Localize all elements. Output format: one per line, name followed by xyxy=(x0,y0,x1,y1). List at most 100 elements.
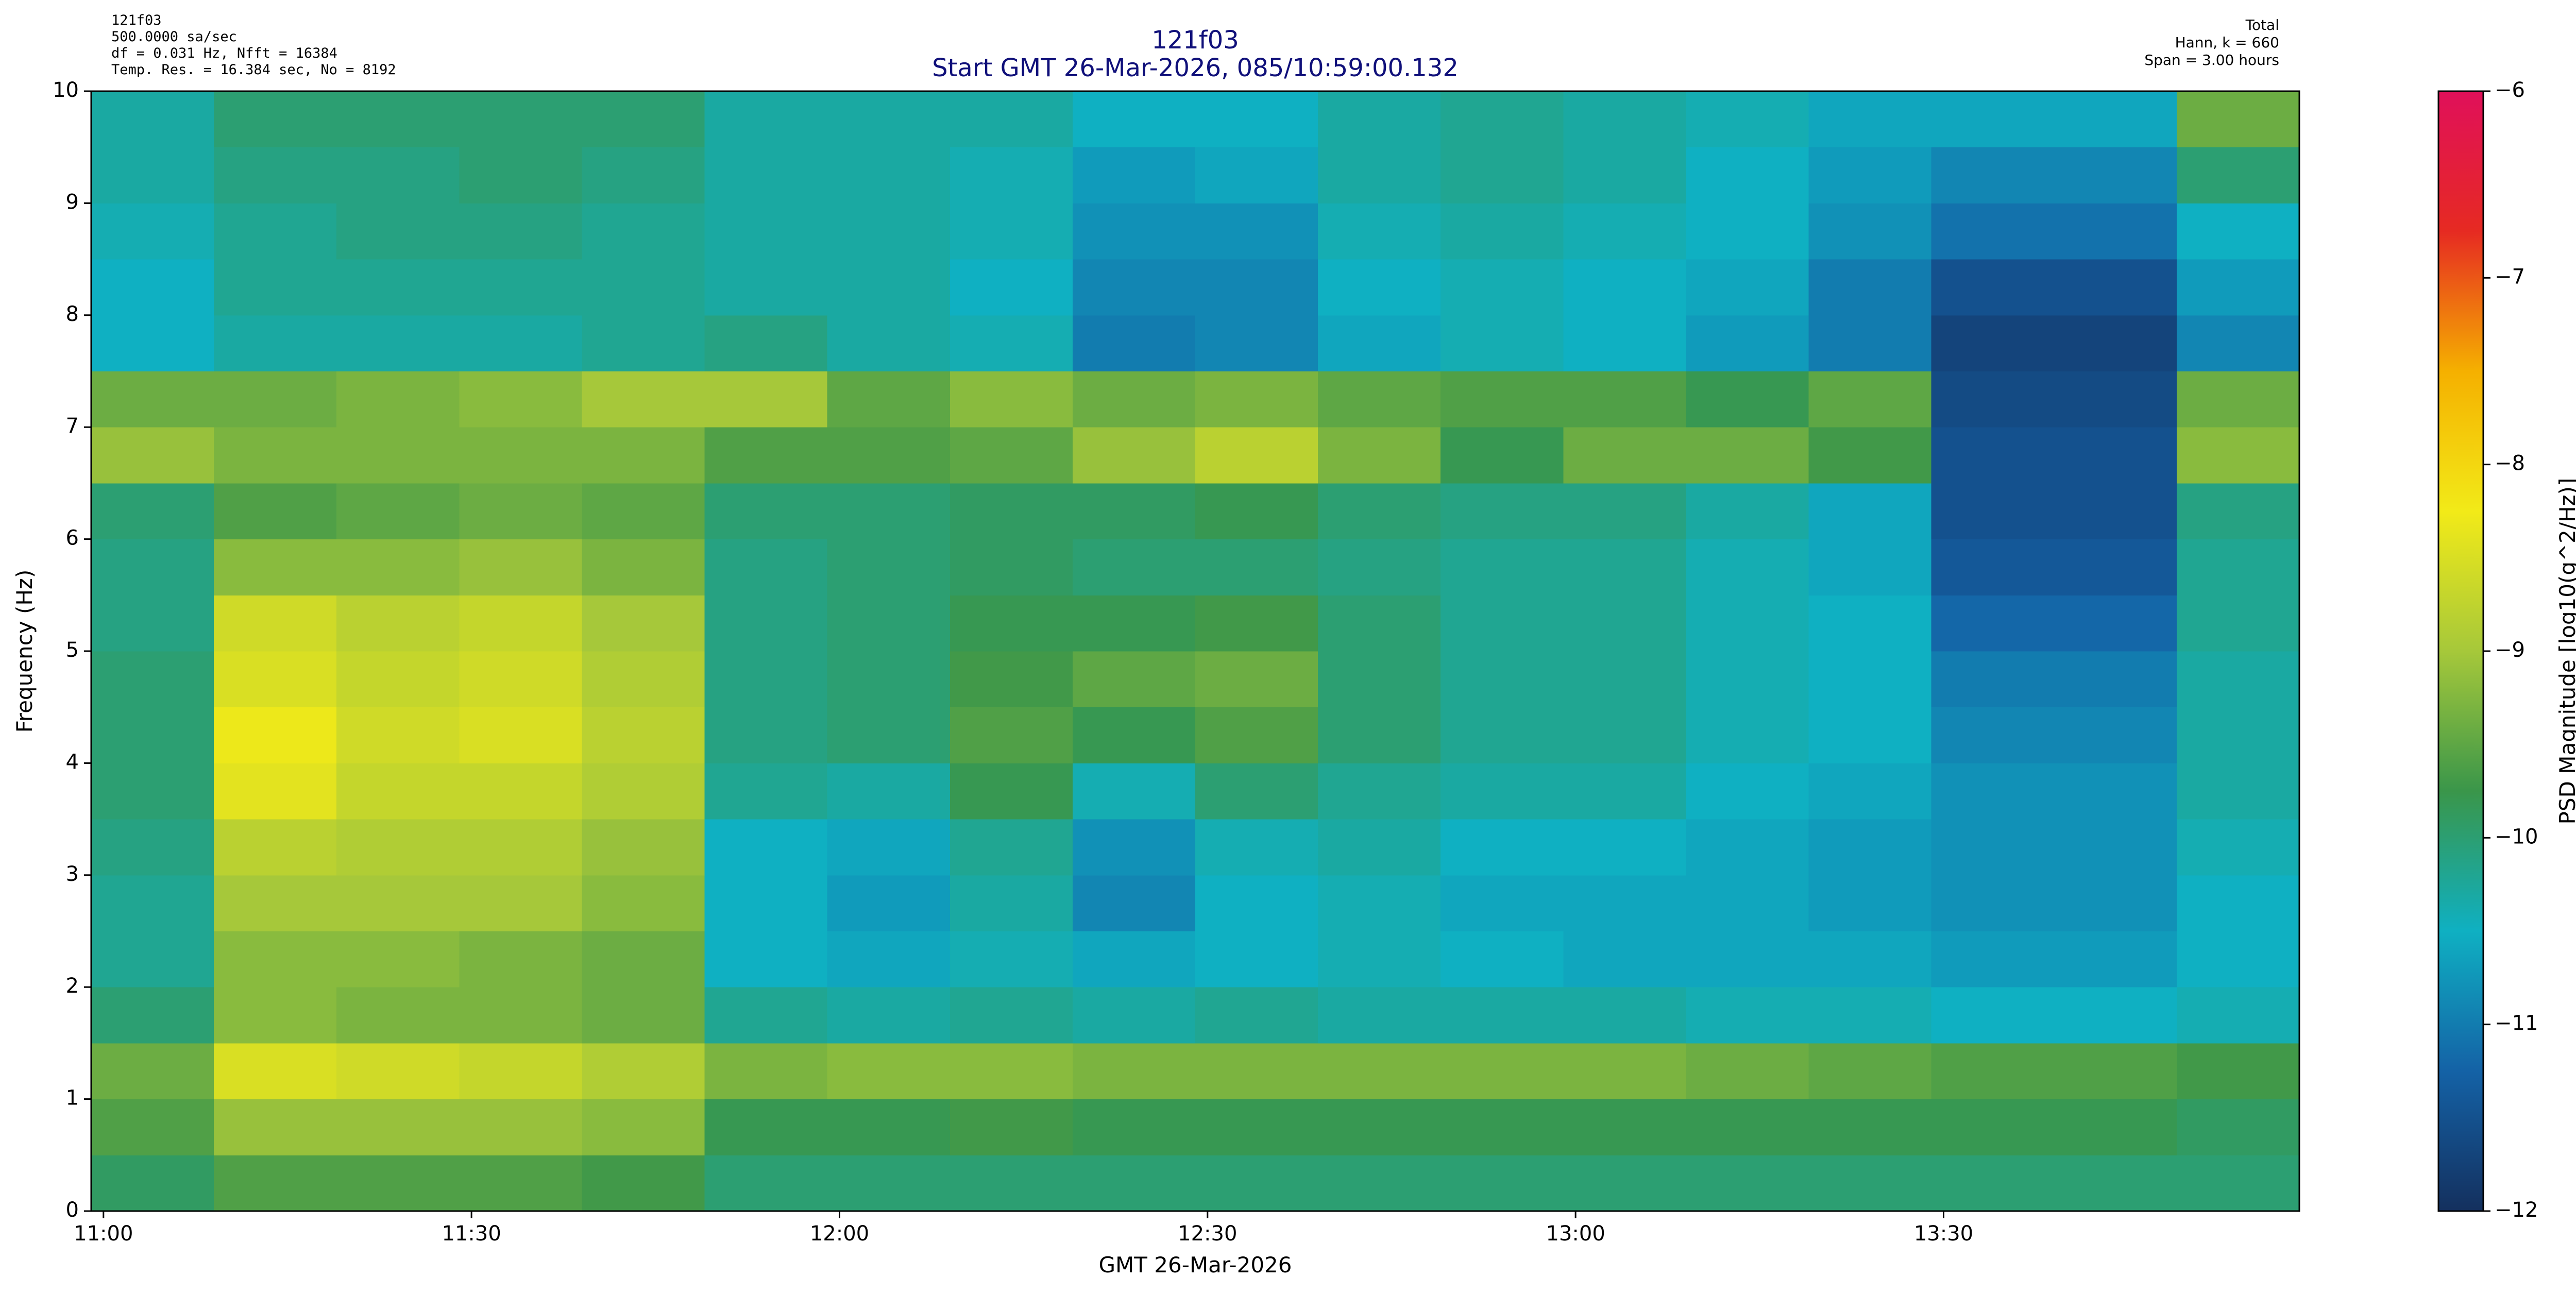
heatmap-cell xyxy=(1563,1099,1686,1155)
y-tick-label: 9 xyxy=(66,190,79,214)
heatmap-cell xyxy=(1686,427,1809,484)
heatmap-cell xyxy=(459,427,582,484)
heatmap-cell xyxy=(827,707,951,763)
heatmap-cell xyxy=(1931,539,2055,595)
heatmap-cell xyxy=(582,259,705,316)
heatmap-cell xyxy=(1808,91,1932,148)
heatmap-cell xyxy=(704,315,828,371)
heatmap-cell xyxy=(704,595,828,652)
heatmap-cell xyxy=(1318,651,1441,708)
heatmap-cell xyxy=(336,371,460,428)
heatmap-cell xyxy=(1195,1099,1318,1155)
heatmap-cell xyxy=(704,1099,828,1155)
heatmap-cell xyxy=(1563,427,1686,484)
heatmap-cell xyxy=(1686,819,1809,876)
heatmap-cell xyxy=(827,259,951,316)
heatmap-cell xyxy=(1808,819,1932,876)
heatmap-cell xyxy=(214,819,337,876)
heatmap-cell xyxy=(459,147,582,203)
heatmap-cell xyxy=(827,483,951,540)
heatmap-cell xyxy=(1195,315,1318,371)
heatmap-cell xyxy=(1318,91,1441,148)
heatmap-cell xyxy=(950,987,1073,1044)
heatmap-cell xyxy=(214,371,337,428)
heatmap-cell xyxy=(1318,1155,1441,1212)
heatmap-cell xyxy=(1931,91,2055,148)
heatmap-cell xyxy=(950,371,1073,428)
heatmap-cell xyxy=(1072,147,1196,203)
heatmap-cell xyxy=(582,371,705,428)
heatmap-cell xyxy=(1440,1155,1564,1212)
heatmap-cell xyxy=(950,539,1073,595)
heatmap-cell xyxy=(459,987,582,1044)
heatmap-cell xyxy=(2054,819,2177,876)
heatmap-cell xyxy=(2054,259,2177,316)
heatmap-cell xyxy=(827,931,951,987)
heatmap-cell xyxy=(214,595,337,652)
colorbar-tick-label: −10 xyxy=(2495,825,2538,848)
heatmap-cell xyxy=(1072,203,1196,260)
heatmap-cell xyxy=(1563,931,1686,987)
heatmap-cell xyxy=(1686,651,1809,708)
heatmap-cell xyxy=(704,987,828,1044)
heatmap-cell xyxy=(827,763,951,820)
heatmap-cell xyxy=(336,819,460,876)
heatmap-cell xyxy=(336,91,460,148)
heatmap-cell xyxy=(336,707,460,763)
heatmap-cell xyxy=(1686,763,1809,820)
heatmap-cell xyxy=(459,1099,582,1155)
heatmap-cell xyxy=(1072,763,1196,820)
heatmap-cell xyxy=(1195,651,1318,708)
heatmap-cell xyxy=(582,931,705,987)
heatmap-cell xyxy=(1931,483,2055,540)
heatmap-cell xyxy=(582,595,705,652)
heatmap-cell xyxy=(336,651,460,708)
heatmap-cell xyxy=(582,315,705,371)
heatmap-cell xyxy=(1440,763,1564,820)
heatmap-cell xyxy=(459,315,582,371)
heatmap-cell xyxy=(582,91,705,148)
heatmap-cell xyxy=(1072,1043,1196,1100)
heatmap-cell xyxy=(950,1043,1073,1100)
heatmap-cell xyxy=(704,875,828,931)
heatmap-cell xyxy=(2054,595,2177,652)
heatmap-cell xyxy=(1318,427,1441,484)
heatmap-cell xyxy=(1563,91,1686,148)
info-line: Temp. Res. = 16.384 sec, No = 8192 xyxy=(111,62,396,78)
heatmap-cell xyxy=(2176,147,2300,203)
heatmap-cell xyxy=(1072,651,1196,708)
heatmap-cell xyxy=(214,1155,337,1212)
heatmap-cell xyxy=(950,763,1073,820)
heatmap-cell xyxy=(1808,1043,1932,1100)
colorbar-tick-label: −11 xyxy=(2495,1012,2538,1035)
heatmap-cell xyxy=(1318,595,1441,652)
heatmap-cell xyxy=(2176,371,2300,428)
y-tick-label: 4 xyxy=(66,750,79,774)
heatmap-cell xyxy=(2054,539,2177,595)
y-tick-label: 1 xyxy=(66,1086,79,1110)
heatmap-cell xyxy=(950,707,1073,763)
heatmap-cell xyxy=(827,651,951,708)
info-line: Span = 3.00 hours xyxy=(2144,52,2279,69)
heatmap-cell xyxy=(1072,483,1196,540)
heatmap-cell xyxy=(1563,707,1686,763)
heatmap-cell xyxy=(1931,371,2055,428)
heatmap-cell xyxy=(1440,875,1564,931)
heatmap-cell xyxy=(459,651,582,708)
heatmap-cell xyxy=(950,259,1073,316)
heatmap-cell xyxy=(1931,987,2055,1044)
heatmap-cell xyxy=(1931,763,2055,820)
heatmap-cell xyxy=(2176,987,2300,1044)
heatmap-cell xyxy=(91,1099,214,1155)
info-line: Total xyxy=(2245,16,2279,33)
heatmap-cell xyxy=(2176,763,2300,820)
heatmap-cell xyxy=(1318,371,1441,428)
heatmap-cell xyxy=(459,763,582,820)
heatmap-cell xyxy=(704,203,828,260)
heatmap-cell xyxy=(582,1099,705,1155)
heatmap-cell xyxy=(336,539,460,595)
heatmap-cell xyxy=(2054,763,2177,820)
y-tick-label: 2 xyxy=(66,974,79,998)
heatmap-cell xyxy=(582,1043,705,1100)
heatmap-cell xyxy=(1931,259,2055,316)
